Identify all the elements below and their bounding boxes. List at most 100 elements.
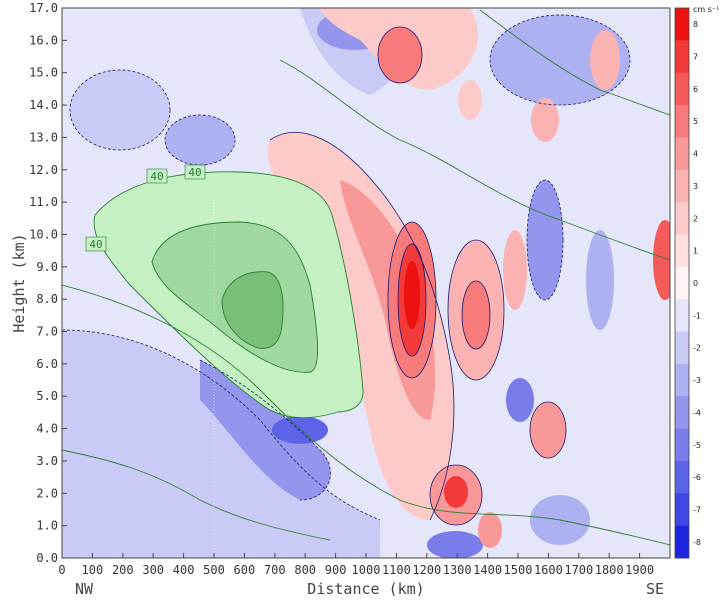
colorbar-label: -1 — [693, 311, 701, 320]
contour-solid-4 — [447, 239, 505, 381]
contour-solid-8 — [529, 401, 567, 459]
x-tick-label: 0 — [58, 563, 65, 577]
colorbar-label: 6 — [693, 85, 698, 94]
jet-label-box-2 — [184, 164, 206, 180]
colorbar-frame — [674, 7, 690, 559]
updraft-top-far-right — [590, 30, 620, 90]
y-axis-title: Height (km) — [10, 233, 28, 332]
x-axis-ticks: 0 100 200 300 400 500 600 700 800 900 1000 1100 1200… — [58, 553, 654, 577]
colorbar-swatch — [675, 396, 689, 430]
colorbar-swatch — [675, 493, 689, 527]
colorbar-swatch — [675, 105, 689, 138]
updraft-upper-right-2 — [458, 80, 482, 120]
updraft-low-core — [444, 476, 468, 508]
contour-dashed-3 — [69, 69, 171, 151]
updraft-far-right — [503, 230, 527, 310]
x-tick-label: 200 — [112, 563, 134, 577]
y-tick-label: 16.0 — [29, 33, 58, 47]
downdraft-upper-right — [490, 15, 630, 105]
colorbar-label: 5 — [693, 117, 698, 126]
colorbar-label: 8 — [693, 20, 698, 29]
colorbar-label: 2 — [693, 214, 698, 223]
y-axis-ticks: 0.0 1.0 2.0 3.0 4.0 5.0 6.0 7.0 8.0 9.0 10.0 11.0 12… — [29, 1, 67, 565]
contour-lines — [62, 14, 631, 526]
colorbar-swatch — [675, 40, 689, 74]
jet-line-40 — [93, 171, 364, 419]
colorbar-label: 0 — [693, 279, 698, 288]
y-tick-label: 9.0 — [36, 260, 58, 274]
updraft-top-core — [378, 27, 422, 83]
x-tick-label: 1600 — [534, 563, 563, 577]
x-tick-label: 900 — [325, 563, 347, 577]
colorbar-label: -5 — [693, 441, 701, 450]
contour-dashed-5 — [526, 179, 564, 301]
y-tick-label: 3.0 — [36, 454, 58, 468]
isentrope-1 — [62, 284, 670, 546]
x-tick-label: 1900 — [625, 563, 654, 577]
colorbar-swatch — [675, 428, 689, 462]
jet-contour-lines — [62, 9, 670, 546]
jet-label-box-3 — [85, 236, 107, 252]
downdraft-band-lower-left — [62, 330, 380, 558]
nw-end-label: NW — [75, 580, 94, 598]
y-tick-label: 10.0 — [29, 227, 58, 241]
updraft-upper-right — [531, 98, 559, 142]
colorbar-label: -2 — [693, 344, 701, 353]
x-tick-label: 1500 — [504, 563, 533, 577]
y-tick-label: 1.0 — [36, 519, 58, 533]
colorbar-swatch — [675, 363, 689, 397]
updraft-lower-right — [530, 402, 566, 458]
downdraft-right-column — [527, 180, 563, 300]
colorbar-swatch — [675, 169, 689, 203]
colorbar-label: -8 — [693, 538, 701, 547]
y-tick-label: 17.0 — [29, 1, 58, 15]
x-tick-label: 1700 — [564, 563, 593, 577]
jet-label-3: 40 — [89, 238, 102, 251]
colorbar-swatch — [675, 266, 689, 300]
jet-label-2: 40 — [188, 166, 201, 179]
colorbar-label: 3 — [693, 182, 698, 191]
x-tick-label: 300 — [142, 563, 164, 577]
x-axis-title: Distance (km) — [307, 580, 424, 598]
x-tick-label: 1100 — [382, 563, 411, 577]
y-tick-label: 6.0 — [36, 357, 58, 371]
contour-dashed-1 — [62, 329, 381, 521]
jet-line-50 — [151, 221, 318, 373]
downdraft-right-column-2 — [586, 230, 614, 330]
colorbar-label: -4 — [693, 408, 701, 417]
se-end-label: SE — [646, 580, 664, 598]
colorbar-swatch — [675, 331, 689, 365]
jet-contour-60 — [222, 271, 284, 349]
x-tick-label: 1300 — [443, 563, 472, 577]
updraft-bottom-right — [478, 512, 502, 548]
colorbar-unit: cm s⁻¹ — [693, 5, 719, 14]
colorbar-label: 7 — [693, 53, 698, 62]
y-tick-label: 4.0 — [36, 422, 58, 436]
contour-solid-1 — [269, 132, 455, 521]
colorbar-label: 4 — [693, 150, 698, 159]
contour-dashed-2 — [199, 359, 331, 501]
contour-solid-7 — [377, 26, 423, 84]
y-tick-label: 15.0 — [29, 66, 58, 80]
jet-line-60 — [221, 271, 284, 349]
colorbar-label: -7 — [693, 505, 701, 514]
contour-solid-2 — [387, 221, 437, 379]
colorbar-swatch — [675, 137, 689, 171]
x-tick-label: 500 — [203, 563, 225, 577]
y-tick-label: 2.0 — [36, 486, 58, 500]
x-tick-label: 1000 — [352, 563, 381, 577]
colorbar-swatch — [675, 234, 689, 268]
x-tick-label: 1400 — [473, 563, 502, 577]
colorbar-swatch — [675, 72, 689, 106]
contour-solid-3 — [397, 243, 427, 357]
jet-label-1: 40 — [150, 170, 163, 183]
updraft-right-core — [462, 281, 490, 349]
jet-labels: 40 40 40 — [85, 164, 206, 252]
updraft-max-center — [404, 261, 420, 329]
y-tick-label: 12.0 — [29, 163, 58, 177]
y-tick-label: 0.0 — [36, 551, 58, 565]
jet-fill — [94, 171, 364, 418]
velocity-field: 40 40 40 — [62, 8, 670, 558]
y-tick-label: 13.0 — [29, 130, 58, 144]
